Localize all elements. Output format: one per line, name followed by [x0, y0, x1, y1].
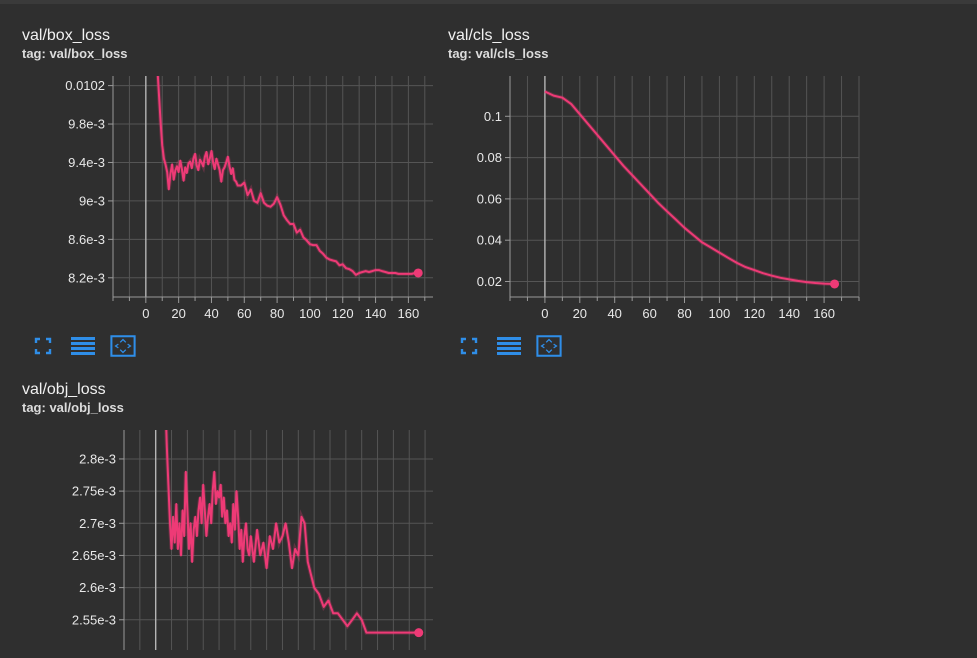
fullscreen-icon	[460, 337, 478, 355]
fit-domain-icon	[110, 335, 136, 357]
x-tick-label: 120	[743, 306, 765, 321]
y-tick-label: 0.08	[477, 150, 502, 165]
data-table-button[interactable]	[70, 335, 96, 357]
card-toolbar	[30, 335, 136, 357]
fullscreen-button[interactable]	[456, 335, 482, 357]
series-end-point	[830, 279, 840, 289]
top-strip	[0, 0, 977, 4]
y-tick-label: 2.7e-3	[79, 516, 116, 531]
card-title: val/box_loss	[22, 27, 111, 44]
fullscreen-icon	[34, 337, 52, 355]
series-shadow	[544, 89, 835, 286]
card-tag: tag: val/cls_loss	[448, 46, 549, 61]
y-tick-label: 2.55e-3	[72, 612, 116, 627]
x-tick-label: 60	[642, 306, 656, 321]
x-tick-label: 0	[142, 306, 149, 321]
data-table-icon	[497, 337, 521, 355]
x-tick-label: 160	[398, 306, 420, 321]
x-tick-label: 0	[541, 306, 548, 321]
series-shadow	[155, 76, 419, 278]
series-line	[156, 76, 419, 276]
y-tick-label: 2.65e-3	[72, 548, 116, 563]
y-tick-label: 8.2e-3	[68, 270, 105, 285]
x-tick-label: 140	[365, 306, 387, 321]
card-tag: tag: val/obj_loss	[22, 400, 124, 415]
x-tick-label: 120	[332, 306, 354, 321]
series-line	[165, 430, 419, 634]
x-tick-label: 40	[204, 306, 218, 321]
fit-domain-icon	[536, 335, 562, 357]
card-title: val/obj_loss	[22, 381, 106, 398]
y-tick-label: 2.8e-3	[79, 451, 116, 466]
series-line	[544, 90, 835, 285]
data-table-button[interactable]	[496, 335, 522, 357]
x-tick-label: 20	[573, 306, 587, 321]
card-title: val/cls_loss	[448, 27, 530, 44]
series-shadow	[164, 430, 419, 635]
y-tick-label: 2.6e-3	[79, 580, 116, 595]
y-tick-label: 0.0102	[65, 78, 105, 93]
y-tick-label: 0.04	[477, 233, 502, 248]
fit-domain-button[interactable]	[536, 335, 562, 357]
x-tick-label: 40	[607, 306, 621, 321]
card-toolbar	[456, 335, 562, 357]
x-tick-label: 60	[237, 306, 251, 321]
y-tick-label: 0.02	[477, 274, 502, 289]
x-tick-label: 140	[778, 306, 800, 321]
series-end-point	[413, 268, 423, 278]
x-tick-label: 20	[171, 306, 185, 321]
series-end-point	[414, 628, 424, 638]
x-tick-label: 160	[813, 306, 835, 321]
x-tick-label: 80	[270, 306, 284, 321]
y-tick-label: 9e-3	[79, 193, 105, 208]
y-tick-label: 0.1	[484, 109, 502, 124]
y-tick-label: 8.6e-3	[68, 232, 105, 247]
y-tick-label: 9.8e-3	[68, 117, 105, 132]
x-tick-label: 100	[299, 306, 321, 321]
y-tick-label: 2.75e-3	[72, 484, 116, 499]
fullscreen-button[interactable]	[30, 335, 56, 357]
fit-domain-button[interactable]	[110, 335, 136, 357]
y-tick-label: 0.06	[477, 191, 502, 206]
y-tick-label: 9.4e-3	[68, 155, 105, 170]
x-tick-label: 80	[677, 306, 691, 321]
data-table-icon	[71, 337, 95, 355]
card-tag: tag: val/box_loss	[22, 46, 128, 61]
x-tick-label: 100	[709, 306, 731, 321]
